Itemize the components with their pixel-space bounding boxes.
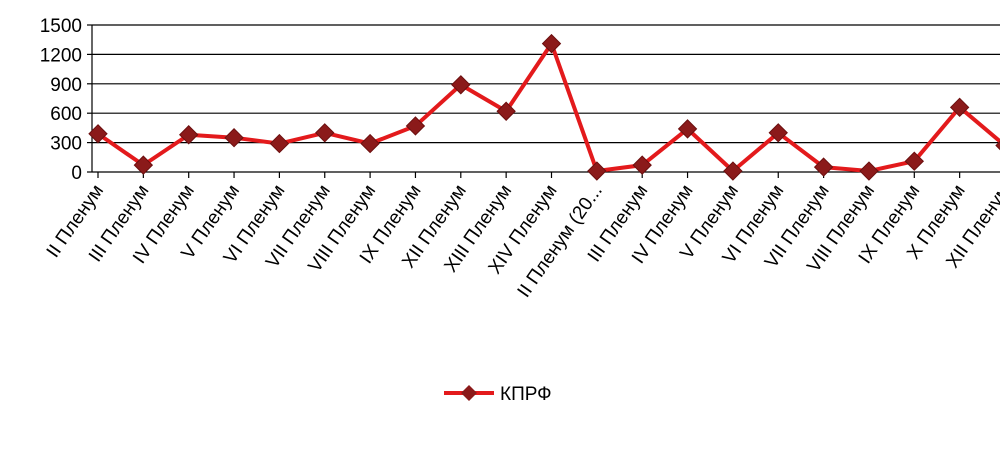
data-point [949, 97, 970, 118]
data-point [541, 33, 562, 54]
data-point [587, 161, 607, 181]
data-point [178, 125, 199, 145]
series-line [96, 41, 1000, 174]
y-tick-label: 900 [50, 75, 82, 96]
data-point [677, 119, 698, 139]
y-axis-ticks: 0 300 600 900 1200 1500 [40, 16, 92, 184]
y-tick-label: 1200 [40, 45, 82, 66]
data-point [859, 161, 879, 181]
legend: КПРФ [444, 384, 552, 405]
data-point [813, 157, 834, 177]
data-point [768, 123, 788, 143]
data-point [133, 155, 154, 175]
data-point [995, 140, 1000, 151]
data-point [224, 127, 244, 148]
data-point [451, 75, 471, 95]
legend-marker [461, 385, 477, 401]
data-point [904, 151, 925, 171]
data-point [496, 101, 516, 121]
data-point [723, 161, 743, 181]
data-point [269, 133, 290, 154]
data-point [360, 133, 380, 154]
data-point [405, 116, 426, 136]
legend-label: КПРФ [500, 384, 552, 405]
series-kprf [88, 33, 1000, 181]
data-point [315, 123, 335, 143]
data-point [632, 155, 652, 175]
y-tick-label: 0 [71, 163, 82, 184]
data-point [88, 124, 108, 144]
y-tick-label: 1500 [40, 16, 82, 37]
y-tick-label: 600 [50, 104, 82, 125]
y-tick-label: 300 [50, 134, 82, 155]
